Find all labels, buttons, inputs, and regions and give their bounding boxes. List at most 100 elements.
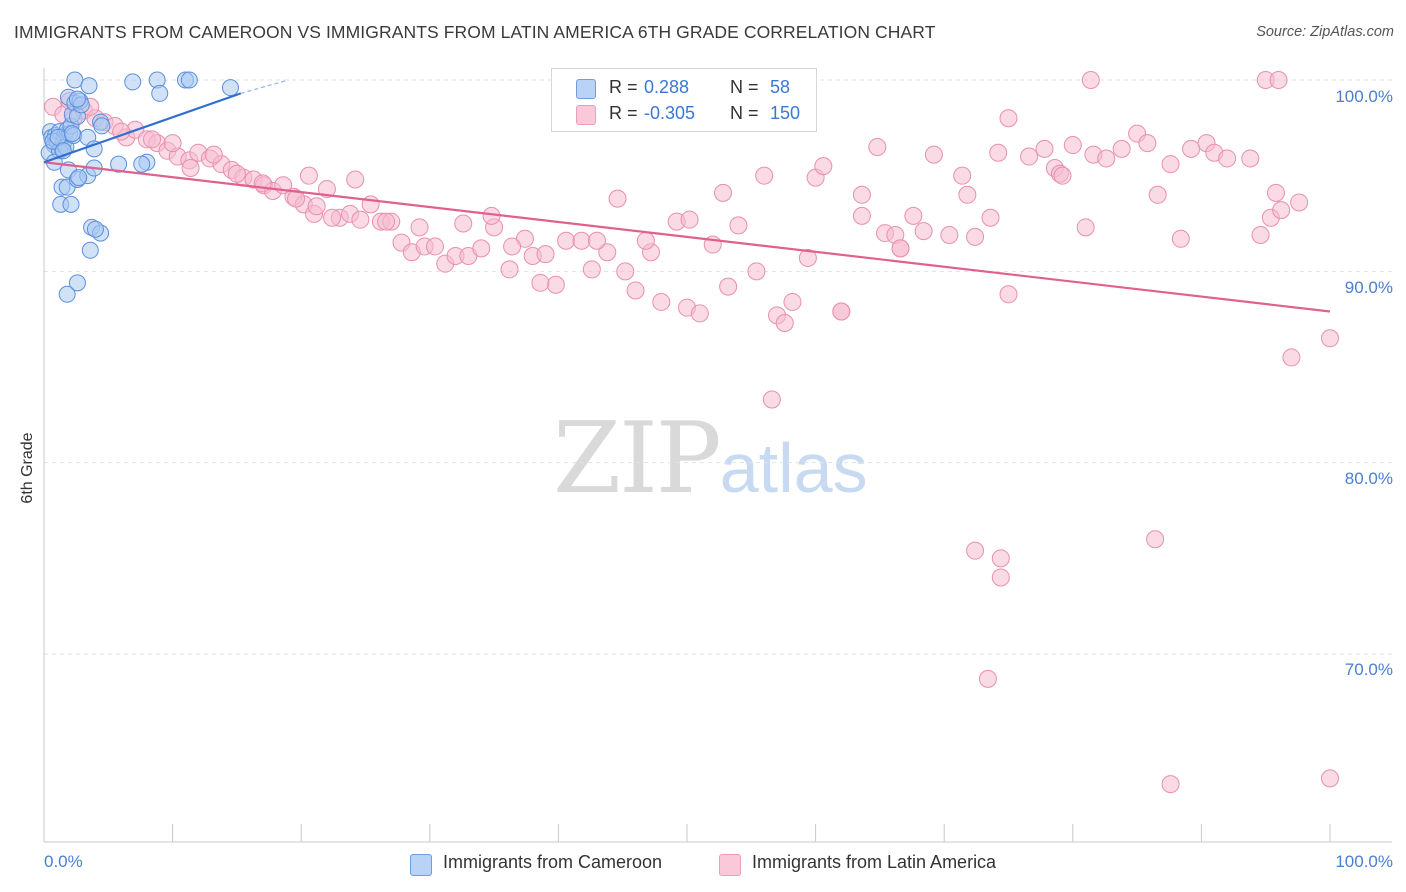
point-latin-america	[181, 159, 200, 178]
point-latin-america	[1266, 183, 1285, 202]
point-latin-america	[690, 304, 709, 323]
point-latin-america	[852, 206, 871, 225]
point-latin-america	[981, 208, 1000, 227]
point-latin-america	[1138, 134, 1157, 153]
point-latin-america	[719, 277, 738, 296]
point-cameroon	[110, 155, 128, 173]
x-tick-label-min: 0.0%	[44, 852, 83, 871]
point-latin-america	[317, 180, 336, 199]
point-latin-america	[966, 227, 985, 246]
point-latin-america	[1182, 139, 1201, 158]
legend-n-label: N =	[730, 77, 759, 97]
trend-line-cameroon-extension	[240, 79, 289, 94]
legend-swatch-latin-america	[576, 105, 596, 125]
point-latin-america	[991, 549, 1010, 568]
point-latin-america	[1053, 166, 1072, 185]
chart-title: IMMIGRANTS FROM CAMEROON VS IMMIGRANTS F…	[14, 22, 936, 42]
point-latin-america	[425, 237, 444, 256]
axes	[43, 68, 1392, 843]
point-latin-america	[1241, 149, 1260, 168]
point-latin-america	[680, 210, 699, 229]
series-label-latin-america: Immigrants from Latin America	[752, 852, 997, 872]
point-cameroon	[70, 169, 88, 187]
point-latin-america	[1171, 229, 1190, 248]
point-latin-america	[546, 275, 565, 294]
point-latin-america	[1148, 185, 1167, 204]
series-legend: Immigrants from Cameroon Immigrants from…	[0, 852, 1406, 876]
point-latin-america	[775, 313, 794, 332]
point-latin-america	[323, 208, 342, 227]
point-latin-america	[940, 225, 959, 244]
point-latin-america	[1282, 348, 1301, 367]
point-latin-america	[904, 206, 923, 225]
point-latin-america	[557, 231, 576, 250]
point-cameroon	[180, 71, 198, 89]
point-latin-america	[714, 183, 733, 202]
legend-swatch-cameroon	[576, 79, 596, 99]
y-tick-label-90: 90.0%	[1344, 278, 1393, 297]
legend-row-cameroon: R = 0.288 N = 58	[552, 76, 816, 100]
legend-r-value: 0.288	[644, 77, 690, 97]
point-cameroon	[68, 274, 86, 292]
watermark-zip: ZIP	[553, 402, 722, 516]
series-swatch-latin-america	[719, 854, 741, 876]
point-latin-america	[747, 262, 766, 281]
point-latin-america	[377, 212, 396, 231]
point-latin-america	[978, 669, 997, 688]
point-latin-america	[346, 170, 365, 189]
point-latin-america	[587, 231, 606, 250]
point-latin-america	[999, 109, 1018, 128]
y-axis-label: 6th Grade	[19, 432, 36, 504]
point-latin-america	[307, 197, 326, 216]
point-latin-america	[1321, 329, 1339, 348]
point-latin-america	[783, 292, 802, 311]
point-latin-america	[999, 285, 1018, 304]
point-latin-america	[1269, 71, 1288, 89]
point-latin-america	[1290, 193, 1309, 212]
trend-lines	[43, 79, 1331, 313]
point-latin-america	[953, 166, 972, 185]
point-latin-america	[410, 218, 429, 237]
point-cameroon	[93, 117, 111, 135]
point-latin-america	[472, 239, 491, 258]
point-latin-america	[536, 245, 555, 264]
point-cameroon	[68, 90, 86, 108]
source-note: Source: ZipAtlas.com	[1256, 24, 1394, 40]
point-cameroon	[86, 220, 104, 238]
legend-r-label: R =	[609, 77, 638, 97]
point-latin-america	[636, 231, 655, 250]
grid-lines	[44, 79, 1392, 655]
watermark: ZIPatlas	[553, 402, 868, 516]
point-latin-america	[966, 541, 985, 560]
trend-line-latin-america	[43, 161, 1331, 313]
point-cameroon	[66, 71, 84, 89]
y-tick-label-70: 70.0%	[1344, 660, 1393, 679]
point-latin-america	[814, 157, 833, 176]
point-latin-america	[1081, 71, 1100, 89]
point-latin-america	[616, 262, 635, 281]
point-latin-america	[598, 243, 617, 262]
point-latin-america	[351, 210, 370, 229]
point-latin-america	[852, 185, 871, 204]
legend-n-label: N =	[730, 103, 759, 123]
point-cameroon	[221, 79, 239, 97]
point-latin-america	[1161, 775, 1180, 794]
correlation-legend: R = 0.288 N = 58 R = -0.305 N = 150	[551, 68, 817, 132]
point-latin-america	[755, 166, 774, 185]
point-latin-america	[608, 189, 627, 208]
point-cameroon	[81, 241, 99, 259]
point-latin-america	[204, 145, 223, 164]
series-swatch-cameroon	[410, 854, 432, 876]
point-latin-america	[868, 137, 887, 156]
point-latin-america	[729, 216, 748, 235]
point-latin-america	[1146, 530, 1165, 549]
point-latin-america	[1251, 225, 1270, 244]
legend-r-label: R =	[609, 103, 638, 123]
point-latin-america	[1063, 136, 1082, 155]
point-cameroon	[85, 140, 103, 158]
point-latin-america	[1076, 218, 1095, 237]
y-tick-label-80: 80.0%	[1344, 469, 1393, 488]
point-latin-america	[891, 239, 910, 258]
point-cameroon	[124, 73, 142, 91]
